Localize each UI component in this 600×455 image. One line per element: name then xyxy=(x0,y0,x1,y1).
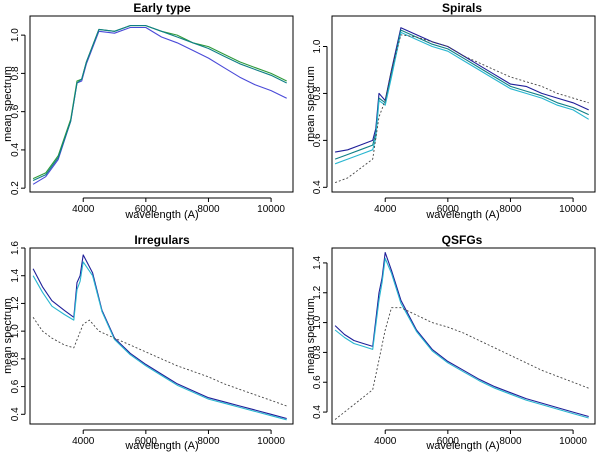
y-tick-label: 0.6 xyxy=(312,133,323,147)
plot-frame xyxy=(29,247,294,425)
plot-frame xyxy=(331,247,596,425)
series-group xyxy=(32,254,287,421)
x-tick-label: 4000 xyxy=(374,204,397,215)
y-axis: 0.2 0.4 0.6 0.8 1.0 xyxy=(10,28,26,195)
y-axis-label: mean spectrum xyxy=(305,66,317,142)
y-axis-label: mean spectrum xyxy=(2,66,14,142)
panel-title: Irregulars xyxy=(134,233,190,247)
y-tick-label: 1.2 xyxy=(10,296,21,310)
y-tick-label: 0.8 xyxy=(10,351,21,365)
y-tick-label: 0.4 xyxy=(10,407,21,421)
panel-qsfgs: QSFGs 4000 6000 8000 10000 0.4 0.6 0.8 1.0 1.2 1… xyxy=(305,233,596,452)
y-tick-label: 0.6 xyxy=(10,104,21,118)
x-axis-label: wavelength (A) xyxy=(425,209,499,221)
x-axis-label: wavelength (A) xyxy=(425,440,499,452)
plot-frame xyxy=(331,15,596,193)
x-tick-label: 10000 xyxy=(559,204,587,215)
x-tick-label: 4000 xyxy=(374,436,397,447)
y-tick-label: 1.0 xyxy=(10,324,21,338)
series-line-cyan xyxy=(32,261,287,421)
series-line-dotted-reference xyxy=(334,34,589,184)
y-axis-label: mean spectrum xyxy=(2,298,14,374)
y-axis: 0.4 0.6 0.8 1.0 1.2 1.4 xyxy=(312,256,328,419)
x-tick-label: 10000 xyxy=(257,204,285,215)
panel-title: QSFGs xyxy=(442,233,483,247)
series-line-dark-blue xyxy=(334,251,589,418)
x-tick-label: 8000 xyxy=(197,436,220,447)
y-tick-label: 1.0 xyxy=(312,315,323,329)
x-tick-label: 8000 xyxy=(499,204,522,215)
x-axis-label: wavelength (A) xyxy=(124,440,198,452)
x-axis: 4000 6000 8000 10000 xyxy=(72,429,285,447)
y-tick-label: 0.8 xyxy=(312,345,323,359)
y-axis-label: mean spectrum xyxy=(305,298,317,374)
y-tick-label: 0.8 xyxy=(312,86,323,100)
y-tick-label: 0.2 xyxy=(10,181,21,195)
panel-early-type: Early type 4000 6000 8000 10000 0.20.40.60.… xyxy=(2,1,294,221)
x-tick-label: 10000 xyxy=(257,436,285,447)
series-group xyxy=(334,27,589,184)
y-tick-label: 1.0 xyxy=(10,28,21,42)
plot-frame xyxy=(29,15,294,193)
y-tick-label: 1.0 xyxy=(312,39,323,53)
x-axis: 4000 6000 8000 10000 xyxy=(374,429,587,447)
panel-title: Spirals xyxy=(442,1,482,15)
series-group xyxy=(334,251,589,420)
y-tick-label: 0.4 xyxy=(312,180,323,194)
x-tick-label: 6000 xyxy=(437,204,460,215)
series-line-cyan xyxy=(334,257,589,419)
x-tick-label: 6000 xyxy=(437,436,460,447)
y-tick-label: 1.2 xyxy=(312,285,323,299)
y-tick-label: 0.4 xyxy=(10,143,21,157)
x-tick-label: 4000 xyxy=(72,204,95,215)
series-line-cyan xyxy=(334,31,589,165)
y-tick-label: 0.8 xyxy=(10,66,21,80)
series-group xyxy=(32,25,287,185)
series-line-teal xyxy=(32,25,287,182)
y-tick-label: 1.6 xyxy=(10,241,21,255)
y-tick-label: 1.4 xyxy=(312,256,323,270)
x-tick-label: 10000 xyxy=(559,436,587,447)
series-line-dark-blue xyxy=(32,254,287,420)
x-axis: 4000 6000 8000 10000 xyxy=(72,197,285,215)
x-axis-label: wavelength (A) xyxy=(124,209,198,221)
x-tick-label: 6000 xyxy=(135,204,158,215)
panel-irregulars: Irregulars 4000 6000 8000 10000 0.4 0.6 0.8 1.… xyxy=(2,233,294,452)
series-line-dotted-reference xyxy=(334,307,589,420)
x-tick-label: 4000 xyxy=(72,436,95,447)
x-tick-label: 8000 xyxy=(197,204,220,215)
y-axis: 0.4 0.6 0.8 1.0 1.2 1.4 1.6 xyxy=(10,241,26,421)
x-axis: 4000 6000 8000 10000 xyxy=(374,197,587,215)
x-tick-label: 8000 xyxy=(499,436,522,447)
y-axis: 0.4 0.6 0.8 1.0 xyxy=(312,39,328,194)
series-line-dotted-reference xyxy=(32,317,287,407)
y-tick-label: 0.6 xyxy=(312,375,323,389)
y-tick-label: 0.4 xyxy=(312,405,323,419)
series-line-teal xyxy=(334,29,589,160)
y-tick-label: 0.6 xyxy=(10,379,21,393)
panel-title: Early type xyxy=(133,1,191,15)
panel-spirals: Spirals 4000 6000 8000 10000 0.4 0.6 0.8 1.0 w… xyxy=(305,1,596,221)
x-tick-label: 6000 xyxy=(135,436,158,447)
y-tick-label: 1.4 xyxy=(10,268,21,282)
